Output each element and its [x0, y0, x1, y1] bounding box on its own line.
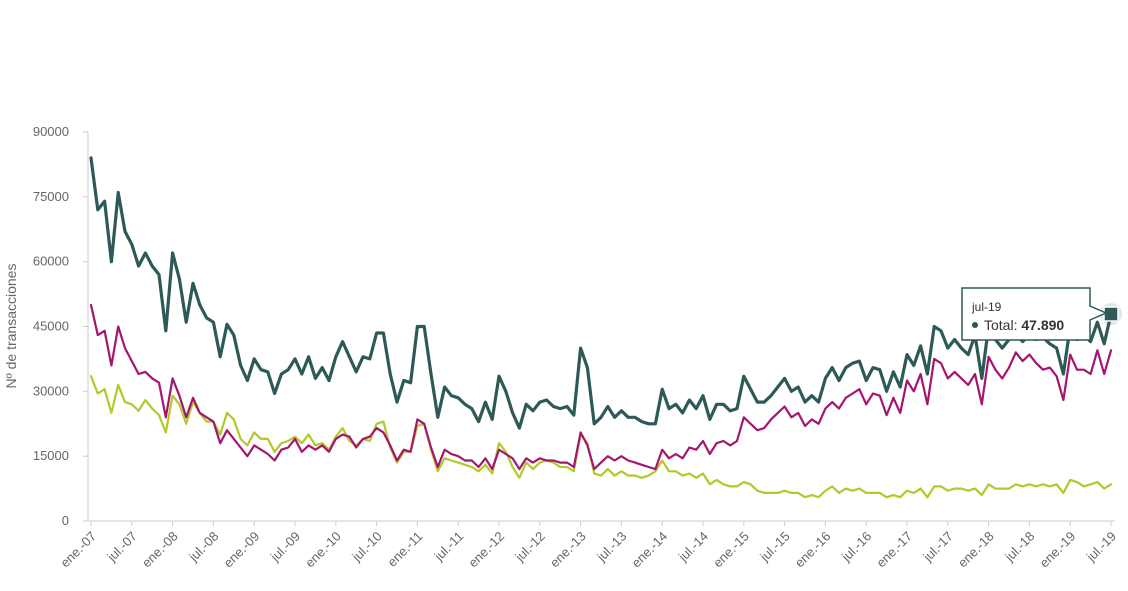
tooltip-date: jul-19: [971, 300, 1002, 314]
y-tick-label: 60000: [33, 254, 69, 269]
x-tick-label: ene.-15: [710, 529, 752, 571]
x-tick-label: jul.-19: [1083, 529, 1119, 565]
x-tick-label: jul.-07: [104, 529, 140, 565]
hover-point-marker[interactable]: [1104, 307, 1118, 321]
x-tick-label: ene.-14: [629, 529, 671, 571]
x-tick-label: jul.-11: [431, 529, 467, 565]
x-tick-label: jul.-08: [185, 529, 221, 565]
tooltip: jul-19 Total: 47.890: [962, 288, 1106, 340]
y-tick-label: 45000: [33, 319, 69, 334]
x-tick-label: jul.-13: [593, 529, 629, 565]
x-tick-label: ene.-19: [1037, 529, 1079, 571]
x-tick-label: ene.-18: [955, 529, 997, 571]
tooltip-label: Total:: [984, 317, 1021, 333]
x-tick-label: ene.-13: [547, 529, 589, 571]
x-tick-label: ene.-16: [792, 529, 834, 571]
series-magenta-line: [91, 305, 1111, 469]
x-tick-label: jul.-14: [675, 529, 711, 565]
x-tick-label: jul.-09: [267, 529, 303, 565]
x-tick-label: ene.-12: [465, 529, 507, 571]
x-tick-label: jul.-12: [512, 529, 548, 565]
tooltip-text: Total: 47.890: [984, 317, 1064, 333]
y-axis: 0 15000 30000 45000 60000 75000 90000: [33, 124, 88, 528]
y-axis-label: Nº de transacciones: [3, 264, 19, 389]
x-tick-label: jul.-18: [1001, 529, 1037, 565]
tooltip-value: 47.890: [1021, 317, 1064, 333]
x-tick-label: ene.-08: [139, 529, 181, 571]
x-tick-label: jul.-17: [920, 529, 956, 565]
x-tick-label: ene.-10: [302, 529, 344, 571]
x-tick-label: jul.-16: [838, 529, 874, 565]
y-tick-label: 0: [62, 513, 69, 528]
y-tick-label: 75000: [33, 189, 69, 204]
line-chart: 0150003000045000600007500090000 ene.-07 j…: [0, 0, 1128, 591]
x-tick-label: ene.-09: [221, 529, 263, 571]
y-tick-label: 30000: [33, 383, 69, 398]
y-tick-label: 90000: [33, 124, 69, 139]
series-green-line: [91, 376, 1111, 497]
y-tick-label: 15000: [33, 448, 69, 463]
x-tick-label: jul.-10: [348, 529, 384, 565]
x-tick-label: ene.-11: [384, 529, 425, 570]
tooltip-series-dot: [972, 322, 978, 328]
x-tick-label: ene.-17: [873, 529, 915, 571]
series-total-line: [91, 158, 1111, 428]
x-axis: ene.-07 jul.-07 ene.-08 jul.-08 ene.-09 jul.-…: [57, 521, 1119, 570]
x-tick-label: ene.-07: [57, 529, 99, 571]
x-tick-label: jul.-15: [756, 529, 792, 565]
